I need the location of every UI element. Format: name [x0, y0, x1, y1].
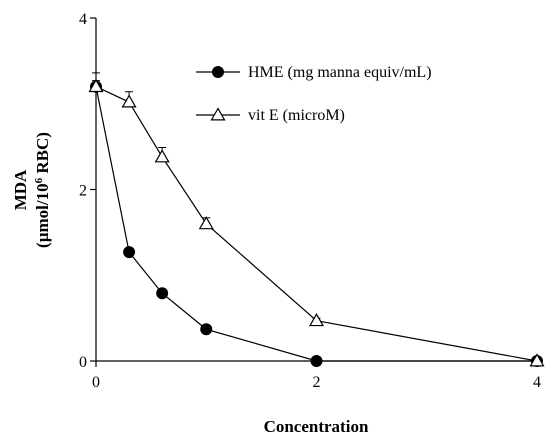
y-tick-label: 2 — [79, 183, 87, 200]
series-layer — [88, 72, 545, 367]
data-point — [310, 355, 323, 367]
x-tick-label: 4 — [533, 374, 541, 391]
data-point — [308, 312, 325, 327]
legend-item-1: HME (mg manna equiv/mL) — [196, 64, 432, 81]
series-1-line — [95, 86, 537, 362]
y-tick-label: 4 — [79, 11, 87, 28]
data-point — [123, 246, 136, 259]
x-tick-label: 0 — [92, 374, 100, 391]
data-point — [200, 323, 213, 336]
data-point — [529, 353, 545, 367]
legend-item-2: vit E (microM) — [196, 107, 345, 124]
legend-marker — [212, 66, 224, 78]
data-point — [156, 287, 169, 300]
y-axis-title-line1: MDA — [11, 169, 30, 210]
x-tick-label: 2 — [313, 374, 321, 391]
data-point — [88, 78, 104, 93]
data-point — [154, 149, 170, 163]
y-axis-title-line2: (µmol/106 RBC) — [33, 132, 52, 248]
legend: HME (mg manna equiv/mL) vit E (microM) — [196, 64, 432, 124]
y-axis-title-line2-prefix: (µmol/10 — [33, 183, 52, 248]
y-axis-title: MDA (µmol/106 RBC) — [11, 132, 52, 248]
data-point — [198, 216, 214, 230]
y-axis-title-line2-sup: 6 — [33, 177, 45, 183]
data-point — [121, 94, 137, 108]
y-axis-title-line2-suffix: RBC) — [33, 132, 52, 178]
y-tick-label: 0 — [79, 354, 87, 371]
legend-label: HME (mg manna equiv/mL) — [248, 64, 432, 81]
x-axis-title: Concentration — [264, 417, 369, 436]
series-2-line — [95, 86, 538, 362]
series-2 — [88, 72, 545, 367]
legend-marker — [210, 107, 226, 121]
legend-label: vit E (microM) — [248, 107, 345, 124]
